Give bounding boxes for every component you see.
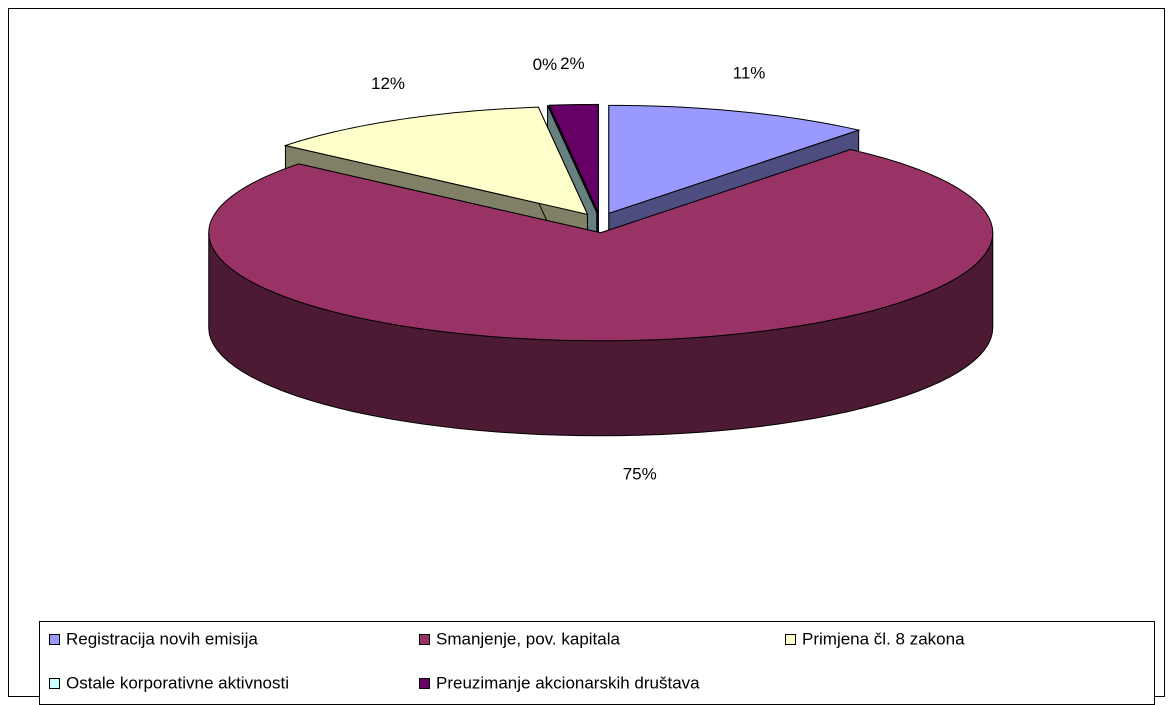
legend-swatch <box>419 678 430 689</box>
data-label: 12% <box>371 74 405 93</box>
slice <box>208 149 994 342</box>
legend-swatch <box>419 634 430 645</box>
legend-label: Smanjenje, pov. kapitala <box>436 629 621 648</box>
slice <box>283 106 589 216</box>
slice <box>548 103 599 213</box>
slice <box>547 105 598 213</box>
legend-swatch <box>49 634 60 645</box>
legend-label: Primjena čl. 8 zakona <box>802 629 965 648</box>
legend-label: Registracija novih emisija <box>66 629 258 648</box>
legend-label: Ostale korporativne aktivnosti <box>66 673 289 692</box>
legend-box <box>39 621 1155 705</box>
legend-swatch <box>785 634 796 645</box>
slice <box>608 104 861 215</box>
data-label: 0% <box>533 55 558 74</box>
data-label: 2% <box>560 54 585 73</box>
data-label: 11% <box>733 64 766 83</box>
data-label: 75% <box>623 465 657 484</box>
legend-swatch <box>49 678 60 689</box>
legend-label: Preuzimanje akcionarskih društava <box>436 673 700 692</box>
